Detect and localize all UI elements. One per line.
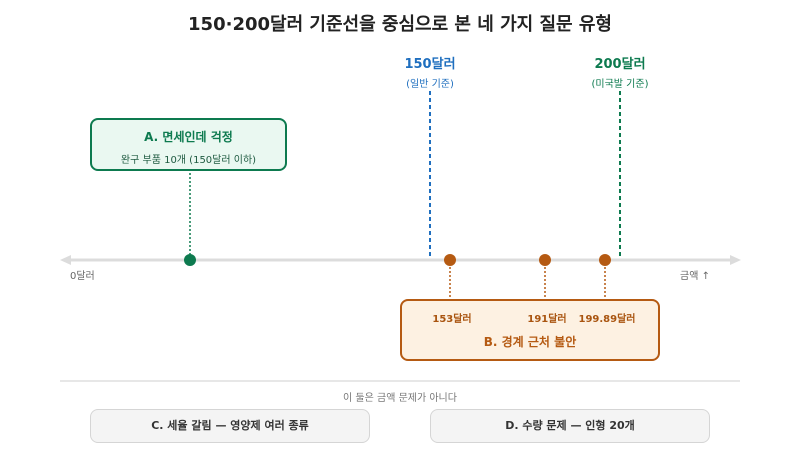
threshold-150-label: 150달러 (일반 기준) [370, 53, 490, 90]
threshold-200-value: 200달러 [594, 57, 646, 72]
case-d-box: D. 수량 문제 — 인형 20개 [430, 409, 710, 443]
threshold-150-value: 150달러 [404, 57, 456, 72]
point-b-3 [599, 254, 611, 266]
axis-left-arrow [60, 255, 71, 265]
case-b-price-2: 191달러 [527, 314, 567, 325]
axis-end-label: 금액 ↑ [680, 271, 710, 282]
case-b-price-1: 153달러 [432, 314, 472, 325]
axis-right-arrow [730, 255, 741, 265]
point-a [184, 254, 196, 266]
threshold-200-label: 200달러 (미국발 기준) [560, 53, 680, 90]
threshold-200-note: (미국발 기준) [591, 79, 649, 90]
case-b-box: 153달러 191달러 199.89달러 B. 경계 근처 불안 [400, 299, 660, 361]
axis-start-label: 0달러 [70, 271, 95, 282]
point-b-2 [539, 254, 551, 266]
non-amount-note: 이 둘은 금액 문제가 아니다 [343, 393, 457, 404]
case-b-price-3: 199.89달러 [578, 314, 636, 325]
case-b-title: B. 경계 근처 불안 [483, 335, 577, 349]
threshold-150-note: (일반 기준) [406, 79, 454, 90]
case-a-title: A. 면세인데 걱정 [144, 130, 233, 144]
case-c-box: C. 세율 갈림 — 영양제 여러 종류 [90, 409, 370, 443]
point-b-1 [444, 254, 456, 266]
case-a-box: A. 면세인데 걱정 완구 부품 10개 (150달러 이하) [90, 118, 287, 171]
diagram-title: 150·200달러 기준선을 중심으로 본 네 가지 질문 유형 [188, 14, 612, 35]
case-a-subtitle: 완구 부품 10개 (150달러 이하) [120, 155, 257, 166]
